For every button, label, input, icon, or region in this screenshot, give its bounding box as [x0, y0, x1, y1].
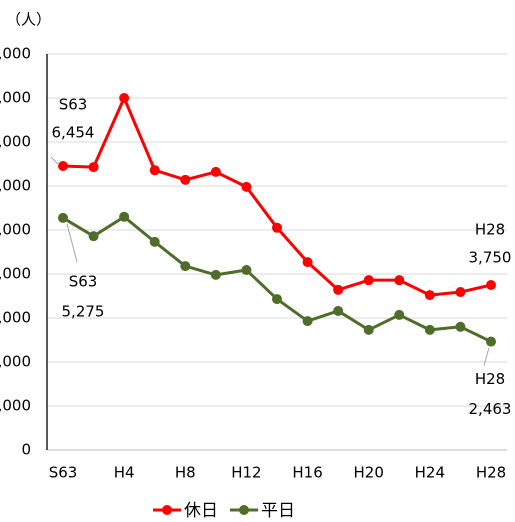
marker	[302, 257, 313, 268]
y-tick-label: 7,000	[0, 133, 31, 151]
marker	[394, 275, 405, 286]
marker	[119, 211, 130, 222]
y-tick-label: 1,000	[0, 397, 31, 415]
annotation-category: H28	[475, 221, 505, 239]
y-axis-label: （人）	[6, 11, 51, 29]
marker	[210, 269, 221, 280]
marker	[455, 321, 466, 332]
marker	[119, 93, 130, 103]
marker	[241, 181, 252, 192]
marker	[149, 236, 160, 247]
marker	[394, 309, 405, 320]
marker	[88, 162, 99, 173]
y-tick-label: 0	[21, 441, 31, 459]
marker	[272, 294, 282, 305]
y-tick-label: 2,000	[0, 353, 31, 371]
leader-line	[483, 347, 490, 366]
marker	[302, 316, 313, 327]
marker	[149, 165, 160, 176]
marker	[486, 336, 496, 347]
marker	[88, 231, 99, 242]
leader-line	[66, 223, 78, 263]
marker	[424, 324, 435, 335]
x-tick-label: S63	[49, 464, 78, 482]
leader-line	[50, 156, 60, 166]
x-tick-label: H20	[354, 464, 384, 482]
y-tick-label: 5,000	[0, 221, 31, 239]
annotation-category: S63	[59, 96, 88, 114]
data-label: 6,454	[52, 124, 95, 142]
y-tick-label: 4,000	[0, 265, 31, 283]
annotation-category: H28	[475, 370, 505, 388]
marker	[58, 161, 68, 172]
marker	[58, 212, 68, 223]
marker	[180, 174, 191, 185]
x-tick-label: H8	[175, 464, 196, 482]
y-tick-label: 8,000	[0, 89, 31, 107]
marker	[333, 284, 344, 295]
x-tick-label: H12	[231, 464, 261, 482]
x-tick-label: H24	[415, 464, 445, 482]
data-label: 3,750	[469, 249, 512, 267]
legend-marker	[162, 505, 172, 515]
marker	[272, 222, 282, 233]
legend-label: 休日	[184, 501, 218, 521]
marker	[424, 290, 435, 301]
x-tick-label: H4	[114, 464, 135, 482]
marker	[180, 261, 191, 272]
y-tick-label: 9,000	[0, 45, 31, 63]
annotation-category: S63	[69, 272, 98, 290]
marker	[363, 275, 374, 286]
data-label: 2,463	[469, 400, 512, 418]
x-tick-label: H16	[292, 464, 322, 482]
y-tick-label: 3,000	[0, 309, 31, 327]
marker	[486, 280, 496, 290]
series-line	[62, 215, 492, 343]
marker	[455, 287, 466, 298]
marker	[210, 166, 221, 177]
marker	[333, 305, 344, 316]
x-tick-label: H28	[476, 464, 506, 482]
data-label: 5,275	[62, 302, 105, 320]
series-line	[62, 96, 492, 297]
y-tick-label: 6,000	[0, 177, 31, 195]
marker	[241, 265, 252, 276]
legend-marker	[239, 505, 249, 515]
marker	[363, 324, 374, 335]
legend-label: 平日	[261, 501, 295, 521]
